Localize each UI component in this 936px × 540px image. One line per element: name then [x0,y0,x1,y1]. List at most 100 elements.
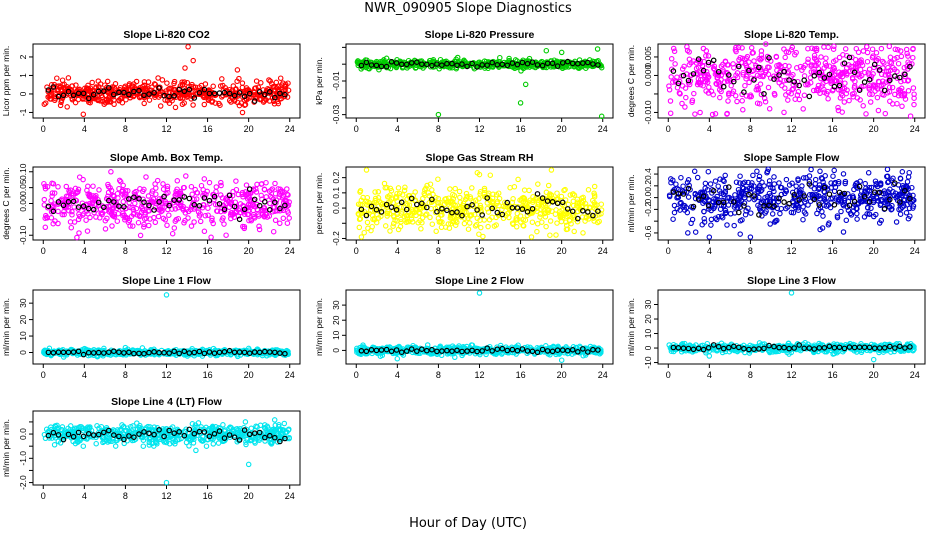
data-point [390,212,397,219]
data-point [802,211,809,217]
data-point [277,75,284,81]
hourly-point [584,209,591,215]
y-tick-label: 0.0 [331,202,341,214]
data-point [786,182,793,188]
data-point [727,78,734,84]
data-point [829,195,836,201]
hourly-point [484,195,491,201]
hourly-point [191,95,198,101]
outlier-point [706,234,713,240]
x-tick-label: 4 [395,124,400,134]
data-point [800,64,807,71]
data-point [481,185,488,192]
data-point [93,85,99,91]
data-point [371,199,378,206]
data-point [95,197,101,203]
hourly-point [836,189,843,196]
y-tick-label: 2 [18,54,28,59]
data-point [103,97,110,104]
hourly-point [136,196,142,202]
hourly-point [146,202,152,209]
data-point [722,172,728,179]
data-point [454,54,461,61]
data-point [48,92,54,98]
data-point [267,78,273,84]
data-point [252,85,258,92]
hourly-point [373,206,380,213]
hourly-point [690,71,697,77]
data-point [686,49,692,55]
data-point [210,220,216,227]
hourly-point [700,67,707,74]
hourly-point [761,203,767,209]
data-point [724,78,731,84]
x-tick-label: 0 [666,124,671,134]
data-point [703,48,710,54]
data-point [197,211,203,217]
data-point [371,215,378,221]
data-point [156,196,163,202]
hourly-point [444,207,450,214]
data-point [825,44,831,51]
x-tick-label: 16 [203,246,213,256]
hourly-point [277,205,283,212]
data-point [849,54,855,61]
data-point [816,193,822,199]
data-point [757,73,763,80]
data-point [251,215,258,221]
data-point [854,216,860,222]
data-point [717,176,723,182]
hourly-point [429,196,435,203]
data-point [831,43,837,50]
chart-title: Slope Gas Stream RH [426,152,534,164]
data-point [863,111,869,117]
hourly-point [166,93,173,100]
data-point [496,202,502,209]
data-point [93,207,99,213]
data-point [887,193,893,200]
hourly-point [866,198,873,205]
hourly-point [579,60,586,66]
data-point [515,176,521,183]
hourly-point [106,85,112,91]
data-point [770,199,777,206]
x-tick-label: 24 [285,124,295,134]
hourly-point [902,71,908,78]
outlier-point [42,224,49,231]
hourly-points [45,84,288,104]
data-point [266,213,273,219]
data-point [674,84,681,91]
data-point [707,181,714,187]
x-tick-label: 0 [41,246,46,256]
data-point [258,181,265,187]
data-point [205,205,211,211]
data-point [895,92,902,99]
data-point [862,180,868,187]
data-point [540,202,547,208]
data-point [873,83,879,90]
hourly-point [791,79,798,85]
data-point [897,191,904,197]
data-point [870,53,876,59]
data-point [795,177,801,184]
data-point [67,219,74,225]
data-point [832,184,839,191]
data-point [905,78,911,84]
data-point [95,202,102,208]
data-point [726,90,732,96]
data-point [876,79,882,85]
data-point [192,84,199,91]
data-point [763,203,769,209]
data-point [721,178,727,185]
data-point [184,79,191,86]
data-point [279,189,286,196]
data-point [739,217,745,223]
data-point [521,187,528,193]
hourly-point [574,60,581,67]
data-point [715,183,721,189]
hourly-point [388,204,395,211]
data-point [864,204,871,211]
hourly-point [50,208,57,215]
data-point [716,81,722,87]
